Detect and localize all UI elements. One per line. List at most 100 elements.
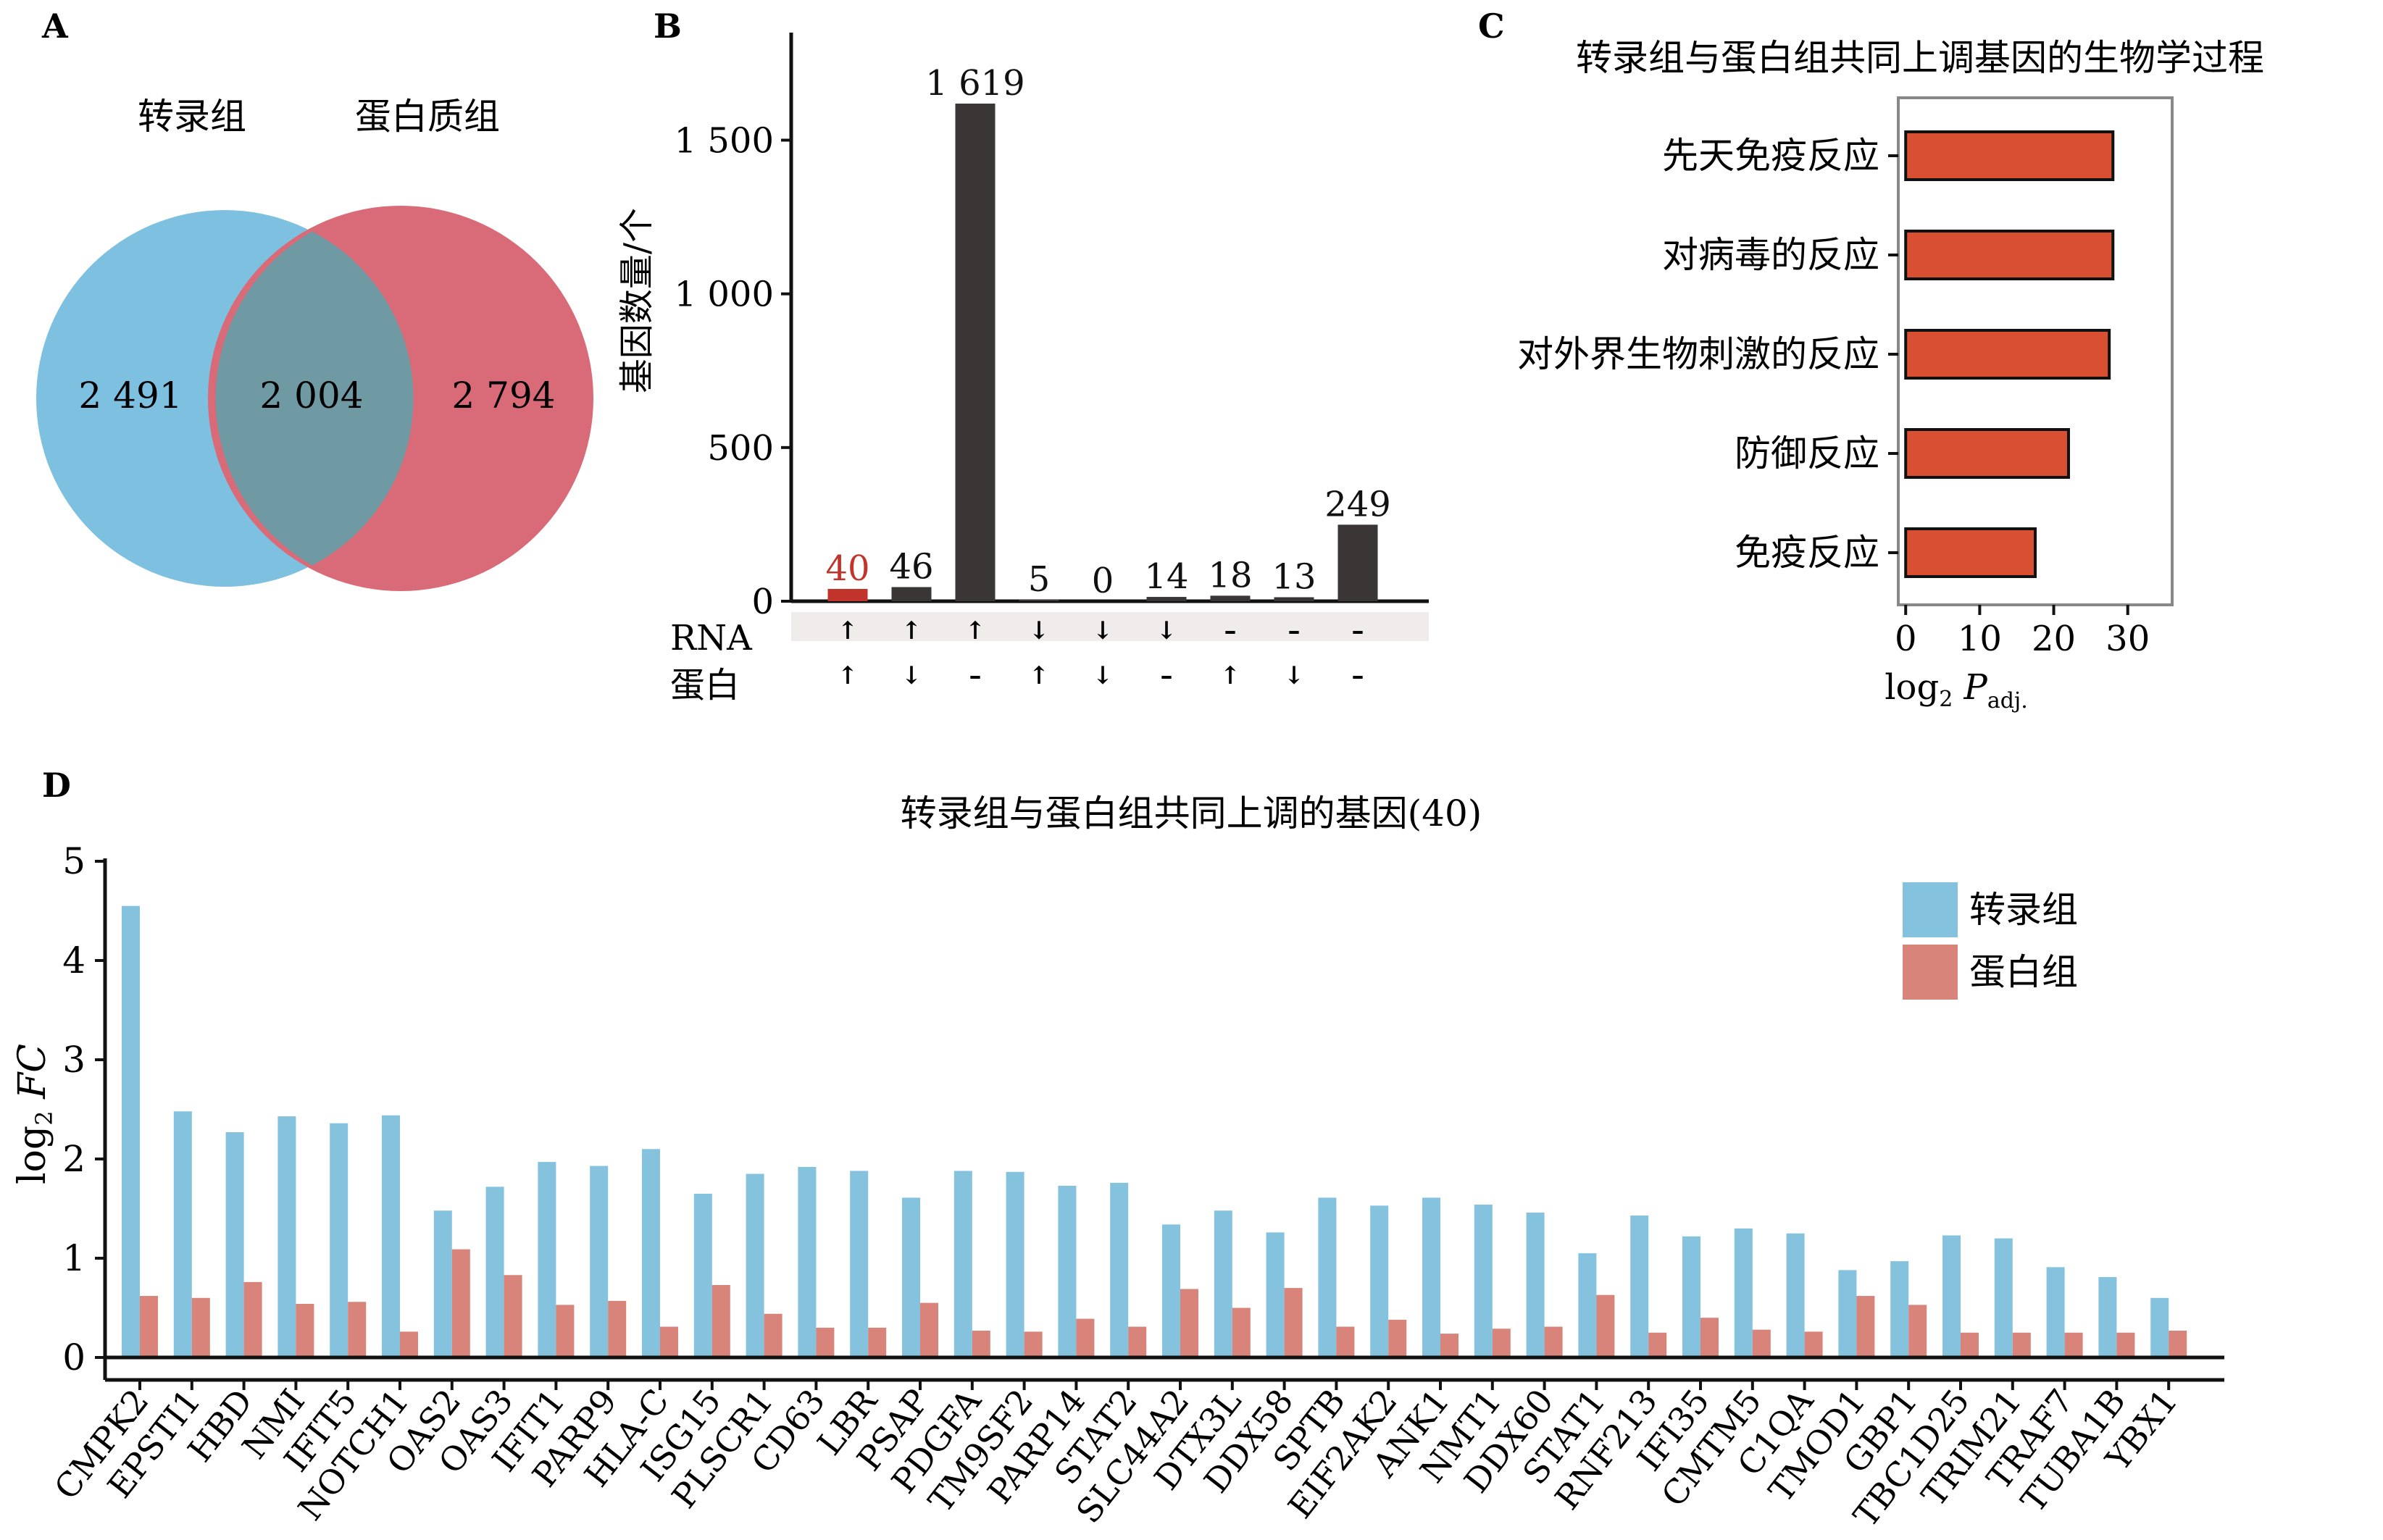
panel-c-bar xyxy=(1904,428,2070,479)
panel-b-rna-arrow: – xyxy=(1352,616,1364,645)
panel-d-bar-transcriptome xyxy=(2046,1267,2065,1357)
panel-c-xlabel: log2 Padj. xyxy=(1885,667,2028,713)
panel-d-bar-proteome xyxy=(711,1284,730,1357)
panel-b-value-label: 5 xyxy=(1028,559,1051,600)
panel-d-bar-transcriptome xyxy=(1266,1232,1285,1357)
panel-d-bar-proteome xyxy=(1440,1334,1458,1357)
panel-b-rna-arrow: – xyxy=(1288,616,1301,645)
panel-b-ytick-label: 1 000 xyxy=(675,275,774,315)
panel-d-bar-transcriptome xyxy=(382,1115,400,1357)
panel-d-bar-transcriptome xyxy=(1942,1235,1961,1357)
panel-c-frame xyxy=(1897,96,2174,606)
panel-d: D 转录组与蛋白组共同上调的基因(40) log2 FC 0 1 2 3 4 5 CMPK… xyxy=(11,766,2224,1534)
panel-d-bar-transcriptome xyxy=(538,1162,556,1357)
panel-d-legend: 转录组 蛋白组 xyxy=(1903,882,2078,1000)
panel-b-value-label: 0 xyxy=(1092,561,1114,601)
panel-d-bar-transcriptome xyxy=(798,1166,817,1357)
venn-label-transcriptome: 转录组 xyxy=(138,96,246,138)
panel-d-bar-proteome xyxy=(1076,1318,1095,1357)
panel-b-ytick-label: 1 500 xyxy=(675,121,774,162)
panel-d-bar-transcriptome xyxy=(1006,1171,1024,1357)
panel-b: B 基因数量/个 0 500 1 000 1 500 40 46 1 619 5 0 14 18 1… xyxy=(617,7,1429,706)
panel-c-bar xyxy=(1904,329,2111,380)
legend-label-proteome: 蛋白组 xyxy=(1969,951,2078,993)
panel-d-bar-transcriptome xyxy=(1214,1210,1232,1357)
panel-d-bar-transcriptome xyxy=(225,1132,244,1357)
panel-d-bar-transcriptome xyxy=(1994,1238,2013,1357)
panel-a-letter: A xyxy=(41,7,69,46)
panel-d-letter: D xyxy=(42,766,71,805)
panel-b-protein-arrow: – xyxy=(969,661,982,690)
panel-d-bar-transcriptome xyxy=(1734,1228,1753,1357)
panel-b-protein-arrow: ↓ xyxy=(1284,661,1305,690)
panel-d-ytick-label: 5 xyxy=(62,840,85,882)
panel-d-bar-transcriptome xyxy=(1474,1205,1493,1357)
panel-b-protein-arrow: ↓ xyxy=(901,661,922,690)
panel-d-bar-proteome xyxy=(2012,1332,2031,1357)
panel-d-bar-proteome xyxy=(1961,1332,1979,1357)
panel-d-bar-proteome xyxy=(191,1297,210,1357)
panel-d-bar-proteome xyxy=(451,1249,470,1357)
panel-d-bar-transcriptome xyxy=(1370,1205,1389,1357)
panel-b-value-label: 46 xyxy=(889,546,933,587)
panel-b-bar xyxy=(827,589,868,601)
panel-d-bar-transcriptome xyxy=(2098,1277,2117,1357)
panel-b-protein-arrow: – xyxy=(1352,661,1364,690)
panel-b-value-label: 14 xyxy=(1144,556,1188,597)
panel-b-protein-arrow: – xyxy=(1161,661,1173,690)
panel-d-bar-transcriptome xyxy=(122,905,140,1357)
venn-count-proteome-only: 2 794 xyxy=(451,374,555,417)
panel-d-bar-proteome xyxy=(1232,1307,1251,1357)
panel-c-xtick-label: 20 xyxy=(2032,619,2076,659)
panel-d-bar-transcriptome xyxy=(433,1210,452,1357)
panel-d-bar-transcriptome xyxy=(330,1123,349,1357)
panel-d-bar-proteome xyxy=(1648,1332,1667,1357)
panel-b-row-protein-label: 蛋白 xyxy=(670,665,740,706)
panel-d-bar-proteome xyxy=(556,1305,575,1357)
panel-d-ytick-label: 3 xyxy=(62,1039,85,1081)
panel-d-bar-transcriptome xyxy=(850,1171,869,1357)
panel-b-bar xyxy=(955,104,996,601)
panel-d-bar-transcriptome xyxy=(1786,1233,1805,1357)
panel-d-bar-proteome xyxy=(1492,1328,1511,1357)
panel-d-title: 转录组与蛋白组共同上调的基因(40) xyxy=(901,792,1482,834)
panel-b-value-label: 40 xyxy=(825,548,869,589)
panel-d-bar-transcriptome xyxy=(1162,1224,1180,1357)
panel-b-rna-arrow: ↓ xyxy=(1029,616,1050,645)
panel-d-bar-transcriptome xyxy=(2150,1297,2169,1357)
panel-d-bar-proteome xyxy=(1336,1326,1355,1357)
panel-b-value-label: 18 xyxy=(1208,555,1252,595)
panel-b-bar xyxy=(1146,597,1187,601)
panel-d-bar-proteome xyxy=(1388,1319,1407,1357)
panel-c-title: 转录组与蛋白组共同上调基因的生物学过程 xyxy=(1576,37,2264,79)
panel-d-bar-proteome xyxy=(2169,1331,2187,1357)
panel-d-bar-transcriptome xyxy=(1110,1182,1129,1357)
panel-d-bar-proteome xyxy=(2064,1332,2083,1357)
panel-d-bar-proteome xyxy=(140,1296,158,1357)
panel-d-bar-transcriptome xyxy=(1682,1236,1700,1357)
panel-d-bar-proteome xyxy=(920,1302,938,1357)
panel-b-rna-arrow: – xyxy=(1224,616,1237,645)
panel-d-bar-transcriptome xyxy=(902,1197,920,1357)
panel-d-bar-transcriptome xyxy=(1318,1197,1337,1357)
panel-b-protein-arrow: ↑ xyxy=(1029,661,1050,690)
panel-b-value-label: 13 xyxy=(1272,556,1316,597)
panel-d-bar-proteome xyxy=(1856,1296,1875,1357)
panel-d-bar-proteome xyxy=(400,1331,418,1357)
panel-b-rna-arrow: ↓ xyxy=(1093,616,1114,645)
panel-d-bar-proteome xyxy=(764,1313,782,1357)
panel-d-bar-proteome xyxy=(1804,1331,1823,1357)
panel-b-protein-arrow: ↓ xyxy=(1093,661,1114,690)
panel-b-rna-arrow: ↑ xyxy=(901,616,922,645)
panel-c-category-label: 对病毒的反应 xyxy=(1662,234,1879,276)
panel-c-bar xyxy=(1904,230,2115,280)
panel-b-protein-arrow: ↑ xyxy=(838,661,859,690)
panel-d-bar-proteome xyxy=(504,1275,522,1357)
panel-b-value-label: 249 xyxy=(1324,484,1391,524)
panel-c-letter: C xyxy=(1478,7,1505,46)
panel-d-bar-proteome xyxy=(868,1327,887,1357)
panel-d-bar-proteome xyxy=(348,1302,367,1357)
panel-d-ytick-label: 1 xyxy=(62,1237,85,1279)
